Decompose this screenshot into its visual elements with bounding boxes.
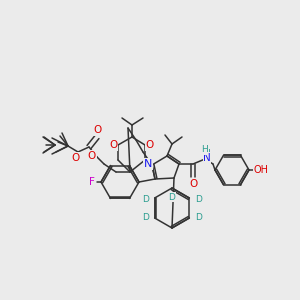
Text: H: H bbox=[204, 148, 210, 158]
Text: D: D bbox=[142, 196, 149, 205]
Text: O: O bbox=[146, 140, 154, 150]
Text: O: O bbox=[72, 153, 80, 163]
Text: H: H bbox=[201, 146, 207, 154]
Text: N: N bbox=[144, 159, 152, 169]
Text: N: N bbox=[203, 153, 211, 163]
Text: O: O bbox=[88, 151, 96, 161]
Text: D: D bbox=[142, 212, 149, 221]
Text: D: D bbox=[169, 193, 176, 202]
Text: O: O bbox=[189, 179, 197, 189]
Text: O: O bbox=[94, 125, 102, 135]
Text: O: O bbox=[109, 140, 117, 150]
Text: OH: OH bbox=[254, 165, 268, 175]
Text: F: F bbox=[89, 177, 95, 187]
Text: D: D bbox=[195, 196, 202, 205]
Text: D: D bbox=[195, 212, 202, 221]
